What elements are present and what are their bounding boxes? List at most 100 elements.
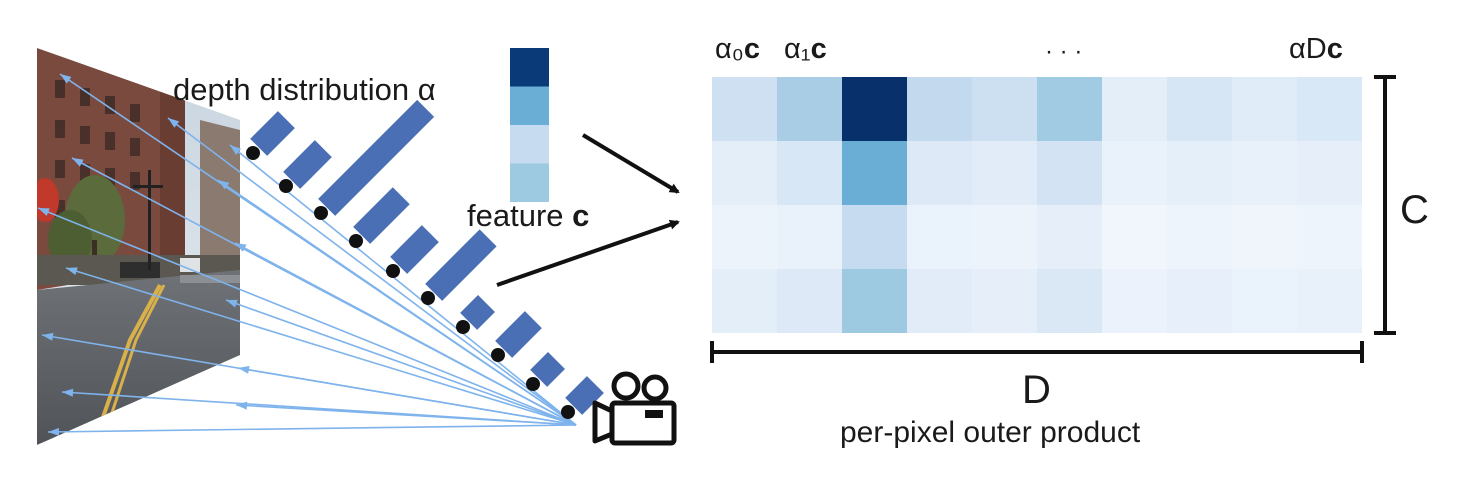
grid-cell <box>777 269 842 333</box>
ray-line <box>167 117 577 426</box>
feature-prefix: feature <box>467 198 573 233</box>
c-symbol-1: c <box>810 33 827 65</box>
caption: per-pixel outer product <box>840 416 1141 449</box>
grid-cell <box>712 77 777 141</box>
ray-arrowhead <box>72 158 84 167</box>
c-symbol-0: c <box>743 33 760 65</box>
d-bracket <box>710 341 1364 363</box>
depth-point <box>526 377 540 391</box>
ray-arrowhead <box>235 243 247 252</box>
grid-cell <box>1037 269 1102 333</box>
feature-label: feature c <box>467 200 589 231</box>
depth-point <box>349 234 363 248</box>
alphaD-c-label: αDc <box>1289 35 1343 64</box>
ray-line <box>47 424 577 433</box>
ray-arrowhead <box>226 299 238 308</box>
depth-bar <box>390 225 439 274</box>
grid-cell <box>1102 205 1167 269</box>
feature-symbol: c <box>572 198 590 233</box>
grid-cell <box>907 269 972 333</box>
grid-cell <box>1297 77 1362 141</box>
depth-bar <box>283 140 332 189</box>
ray-arrowhead <box>236 401 248 410</box>
ray-line <box>234 242 577 426</box>
feature-cell <box>510 86 549 125</box>
grid-cell <box>1297 205 1362 269</box>
grid-cell <box>842 205 907 269</box>
grid-cell <box>777 141 842 205</box>
depth-bar <box>318 99 435 216</box>
feature-vector <box>510 48 549 202</box>
grid-cell <box>842 269 907 333</box>
depth-distribution-bars <box>246 99 604 419</box>
grid-cell <box>972 269 1037 333</box>
ray-line <box>217 179 577 426</box>
depth-bar <box>250 111 295 156</box>
ray-line <box>225 299 577 426</box>
c-symbol-d: c <box>1326 33 1343 65</box>
grid-cell <box>972 77 1037 141</box>
grid-cell <box>1232 77 1297 141</box>
grid-cell <box>777 77 842 141</box>
grid-cell <box>1297 141 1362 205</box>
feature-cell <box>510 163 549 202</box>
grid-cell <box>712 269 777 333</box>
ray-arrowhead <box>62 388 74 397</box>
ray-line <box>37 207 577 426</box>
alpha0-c-label: α₀c <box>715 35 760 64</box>
depth-bar <box>460 295 495 330</box>
grid-cell <box>972 205 1037 269</box>
ray-arrowhead <box>168 118 180 128</box>
depth-distribution-label: depth distribution α <box>173 72 436 107</box>
grid-cell <box>1167 269 1232 333</box>
depth-point <box>386 264 400 278</box>
grid-cell <box>1037 141 1102 205</box>
depth-bar <box>495 311 542 358</box>
grid-cell <box>1297 269 1362 333</box>
ray-arrowhead <box>42 332 54 341</box>
alpha0: α₀ <box>715 33 744 65</box>
alpha1: α₁ <box>784 33 811 65</box>
d-dimension-label: D <box>1022 368 1051 412</box>
grid-cell <box>1232 269 1297 333</box>
ray-arrowhead <box>38 208 50 216</box>
ray-arrowhead <box>60 74 72 84</box>
grid-cell <box>1037 205 1102 269</box>
grid-cell <box>1037 77 1102 141</box>
depth-point <box>421 291 435 305</box>
c-bracket <box>1374 75 1396 335</box>
alphaD: αD <box>1289 33 1327 65</box>
grid-cell <box>842 77 907 141</box>
feature-cell <box>510 125 549 164</box>
depth-bar <box>425 229 497 301</box>
grid-cell <box>1232 205 1297 269</box>
grid-cell <box>1102 77 1167 141</box>
ray-line <box>237 367 577 426</box>
ray-arrowhead <box>48 427 60 436</box>
ray-arrowhead <box>238 365 250 374</box>
feature-cell <box>510 48 549 87</box>
arrow-upper <box>581 133 680 194</box>
depth-bar <box>353 187 410 244</box>
depth-bar <box>530 352 565 387</box>
grid-cell <box>712 141 777 205</box>
grid-cell <box>1102 269 1167 333</box>
depth-bar <box>565 376 604 415</box>
grid-cell <box>1167 205 1232 269</box>
grid-cell <box>1232 141 1297 205</box>
grid-cell <box>907 77 972 141</box>
depth-point <box>246 146 260 160</box>
depth-point <box>456 320 470 334</box>
ray-line <box>235 404 577 426</box>
depth-point <box>561 405 575 419</box>
grid-cell <box>907 205 972 269</box>
depth-point <box>491 348 505 362</box>
grid-cell <box>842 141 907 205</box>
ray-line <box>65 267 577 426</box>
grid-cell <box>712 205 777 269</box>
c-dimension-label: C <box>1400 188 1429 232</box>
grid-cell <box>1167 77 1232 141</box>
ray-arrowhead <box>218 180 230 190</box>
ray-arrowhead <box>230 145 242 156</box>
